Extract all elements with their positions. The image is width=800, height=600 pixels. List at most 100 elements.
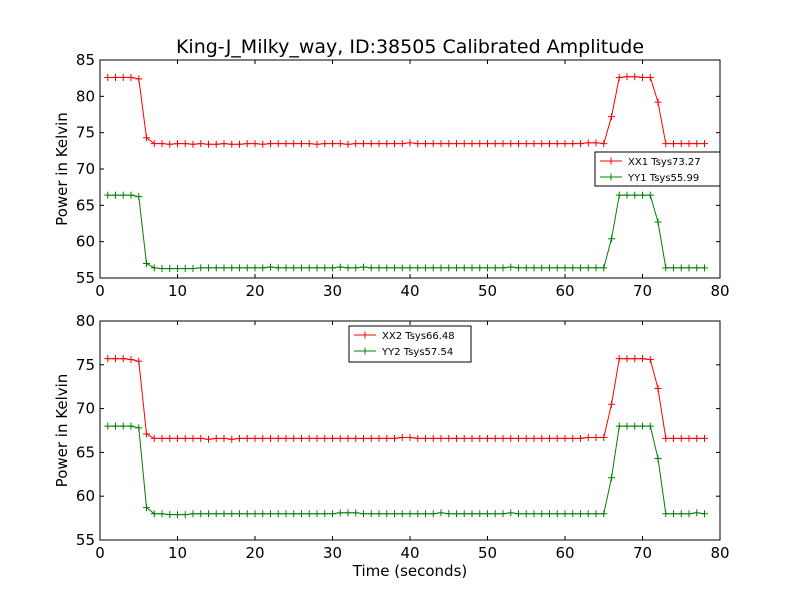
data-point [608,113,615,121]
y-tick-label: 60 [76,233,95,251]
series-line-2 [107,425,705,516]
data-point [166,140,174,148]
data-point [220,510,228,518]
data-point [639,191,646,199]
data-point [112,73,119,81]
data-point [112,191,119,199]
x-tick-label: 30 [323,282,342,300]
data-point [391,434,398,442]
data-point [615,355,623,363]
data-point [491,510,499,518]
data-point [220,140,228,148]
data-point [367,510,375,518]
data-point [112,355,119,363]
y-tick-label: 80 [76,312,95,330]
y-tick-label: 65 [76,196,95,214]
data-point [251,510,259,518]
data-point [236,510,243,518]
data-point [150,434,158,442]
data-point [476,434,484,442]
data-point [631,355,639,363]
data-point [553,140,561,148]
y-tick-label: 75 [76,356,95,374]
data-point [282,434,290,442]
x-tick-label: 80 [710,544,729,562]
data-point [429,140,437,148]
data-point [181,265,189,273]
data-point [468,510,476,518]
data-point [104,191,112,199]
data-point [282,140,290,148]
data-point [600,434,608,442]
data-point [460,140,468,148]
data-point [646,73,654,81]
data-point [561,510,569,518]
data-point [143,504,150,512]
x-tick-label: 40 [400,544,419,562]
data-point [398,264,406,272]
y-tick-label: 80 [76,87,95,105]
data-point [336,434,344,442]
data-point [166,511,174,519]
data-point [608,235,615,243]
data-point [189,140,197,148]
data-point [507,434,515,442]
data-point [561,434,569,442]
y-tick-label: 55 [76,269,95,287]
data-point [685,510,693,518]
data-point [329,510,336,518]
data-point [174,434,181,442]
data-point [422,510,429,518]
data-point [654,455,662,463]
data-point [336,263,344,271]
data-point [530,434,538,442]
data-point [197,140,205,148]
data-point [127,73,135,81]
data-point [530,264,538,272]
data-point [484,510,491,518]
data-point [522,264,530,272]
data-point [290,140,298,148]
data-point [360,510,367,518]
data-point [592,510,600,518]
data-point [236,264,243,272]
data-point [685,140,693,148]
data-point [158,510,166,518]
data-point [522,140,530,148]
data-point [375,434,383,442]
data-point [150,264,158,272]
y-axis-label: Power in Kelvin [53,112,71,226]
data-point [476,140,484,148]
data-point [166,434,174,442]
data-point [561,140,569,148]
data-point [127,356,135,364]
data-point [251,264,259,272]
data-point [414,140,422,148]
top-panel: 0 10 20 30 40 50 60 70 80 55 60 65 70 75 80 85 Power in … [53,51,730,300]
y-tick-label: 70 [76,400,95,418]
data-point [553,264,561,272]
data-point [484,140,491,148]
x-tick-label: 60 [555,544,574,562]
y-tick-label: 85 [76,51,95,69]
data-point [460,264,468,272]
data-point [553,434,561,442]
data-point [336,509,344,517]
data-point [429,434,437,442]
data-point [530,140,538,148]
x-tick-label: 70 [633,544,652,562]
data-point [383,140,391,148]
data-point [677,140,685,148]
data-point [344,509,352,517]
data-point [538,510,546,518]
data-point [515,510,522,518]
data-point [344,140,352,148]
data-point [313,434,321,442]
data-point [375,140,383,148]
data-point [352,434,360,442]
y-tick-label: 55 [76,531,95,549]
data-point [662,140,670,148]
data-point [321,510,329,518]
data-point [484,264,491,272]
data-point [344,434,352,442]
